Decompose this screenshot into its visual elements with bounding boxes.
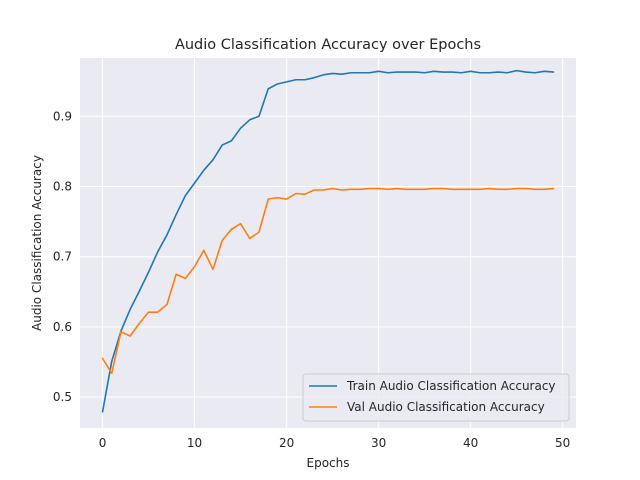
legend-label-train: Train Audio Classification Accuracy (346, 379, 556, 393)
legend: Train Audio Classification Accuracy Val … (302, 373, 570, 422)
x-tick-label: 20 (279, 436, 294, 450)
y-tick-label: 0.7 (53, 250, 72, 264)
chart-title: Audio Classification Accuracy over Epoch… (175, 37, 481, 53)
y-tick-label: 0.9 (53, 109, 72, 123)
train-accuracy-line (101, 69, 555, 413)
x-tick-label: 30 (371, 436, 386, 450)
val-accuracy-line (101, 187, 555, 375)
x-axis-label: Epochs (307, 456, 350, 470)
x-tick-label: 10 (187, 436, 202, 450)
grid (80, 58, 576, 428)
x-axis-ticks: 0 10 20 30 40 50 (99, 436, 571, 450)
plot-area (80, 58, 576, 428)
x-tick-label: 0 (99, 436, 107, 450)
y-tick-label: 0.8 (53, 179, 72, 193)
x-tick-label: 40 (463, 436, 478, 450)
y-axis-label: Audio Classification Accuracy (30, 155, 44, 331)
y-axis-ticks: 0.5 0.6 0.7 0.8 0.9 (53, 109, 72, 404)
legend-box (302, 373, 570, 422)
series-lines (101, 69, 555, 413)
x-tick-label: 50 (555, 436, 570, 450)
legend-label-val: Val Audio Classification Accuracy (347, 400, 545, 414)
y-tick-label: 0.6 (53, 320, 72, 334)
y-tick-label: 0.5 (53, 390, 72, 404)
